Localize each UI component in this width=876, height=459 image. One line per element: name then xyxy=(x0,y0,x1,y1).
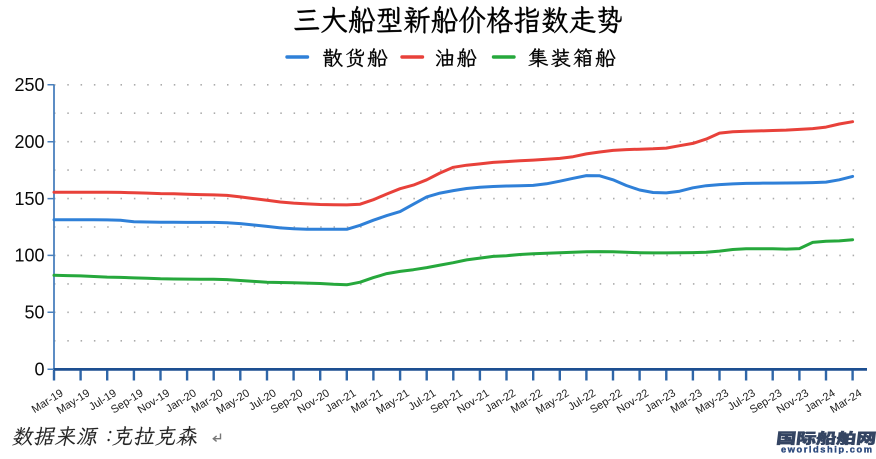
svg-text:200: 200 xyxy=(14,132,44,152)
svg-text:eworldship.com: eworldship.com xyxy=(781,444,872,454)
svg-text:250: 250 xyxy=(14,75,44,95)
svg-text:150: 150 xyxy=(14,189,44,209)
svg-text:100: 100 xyxy=(14,246,44,266)
svg-text:50: 50 xyxy=(24,303,44,323)
svg-text:0: 0 xyxy=(34,360,44,380)
